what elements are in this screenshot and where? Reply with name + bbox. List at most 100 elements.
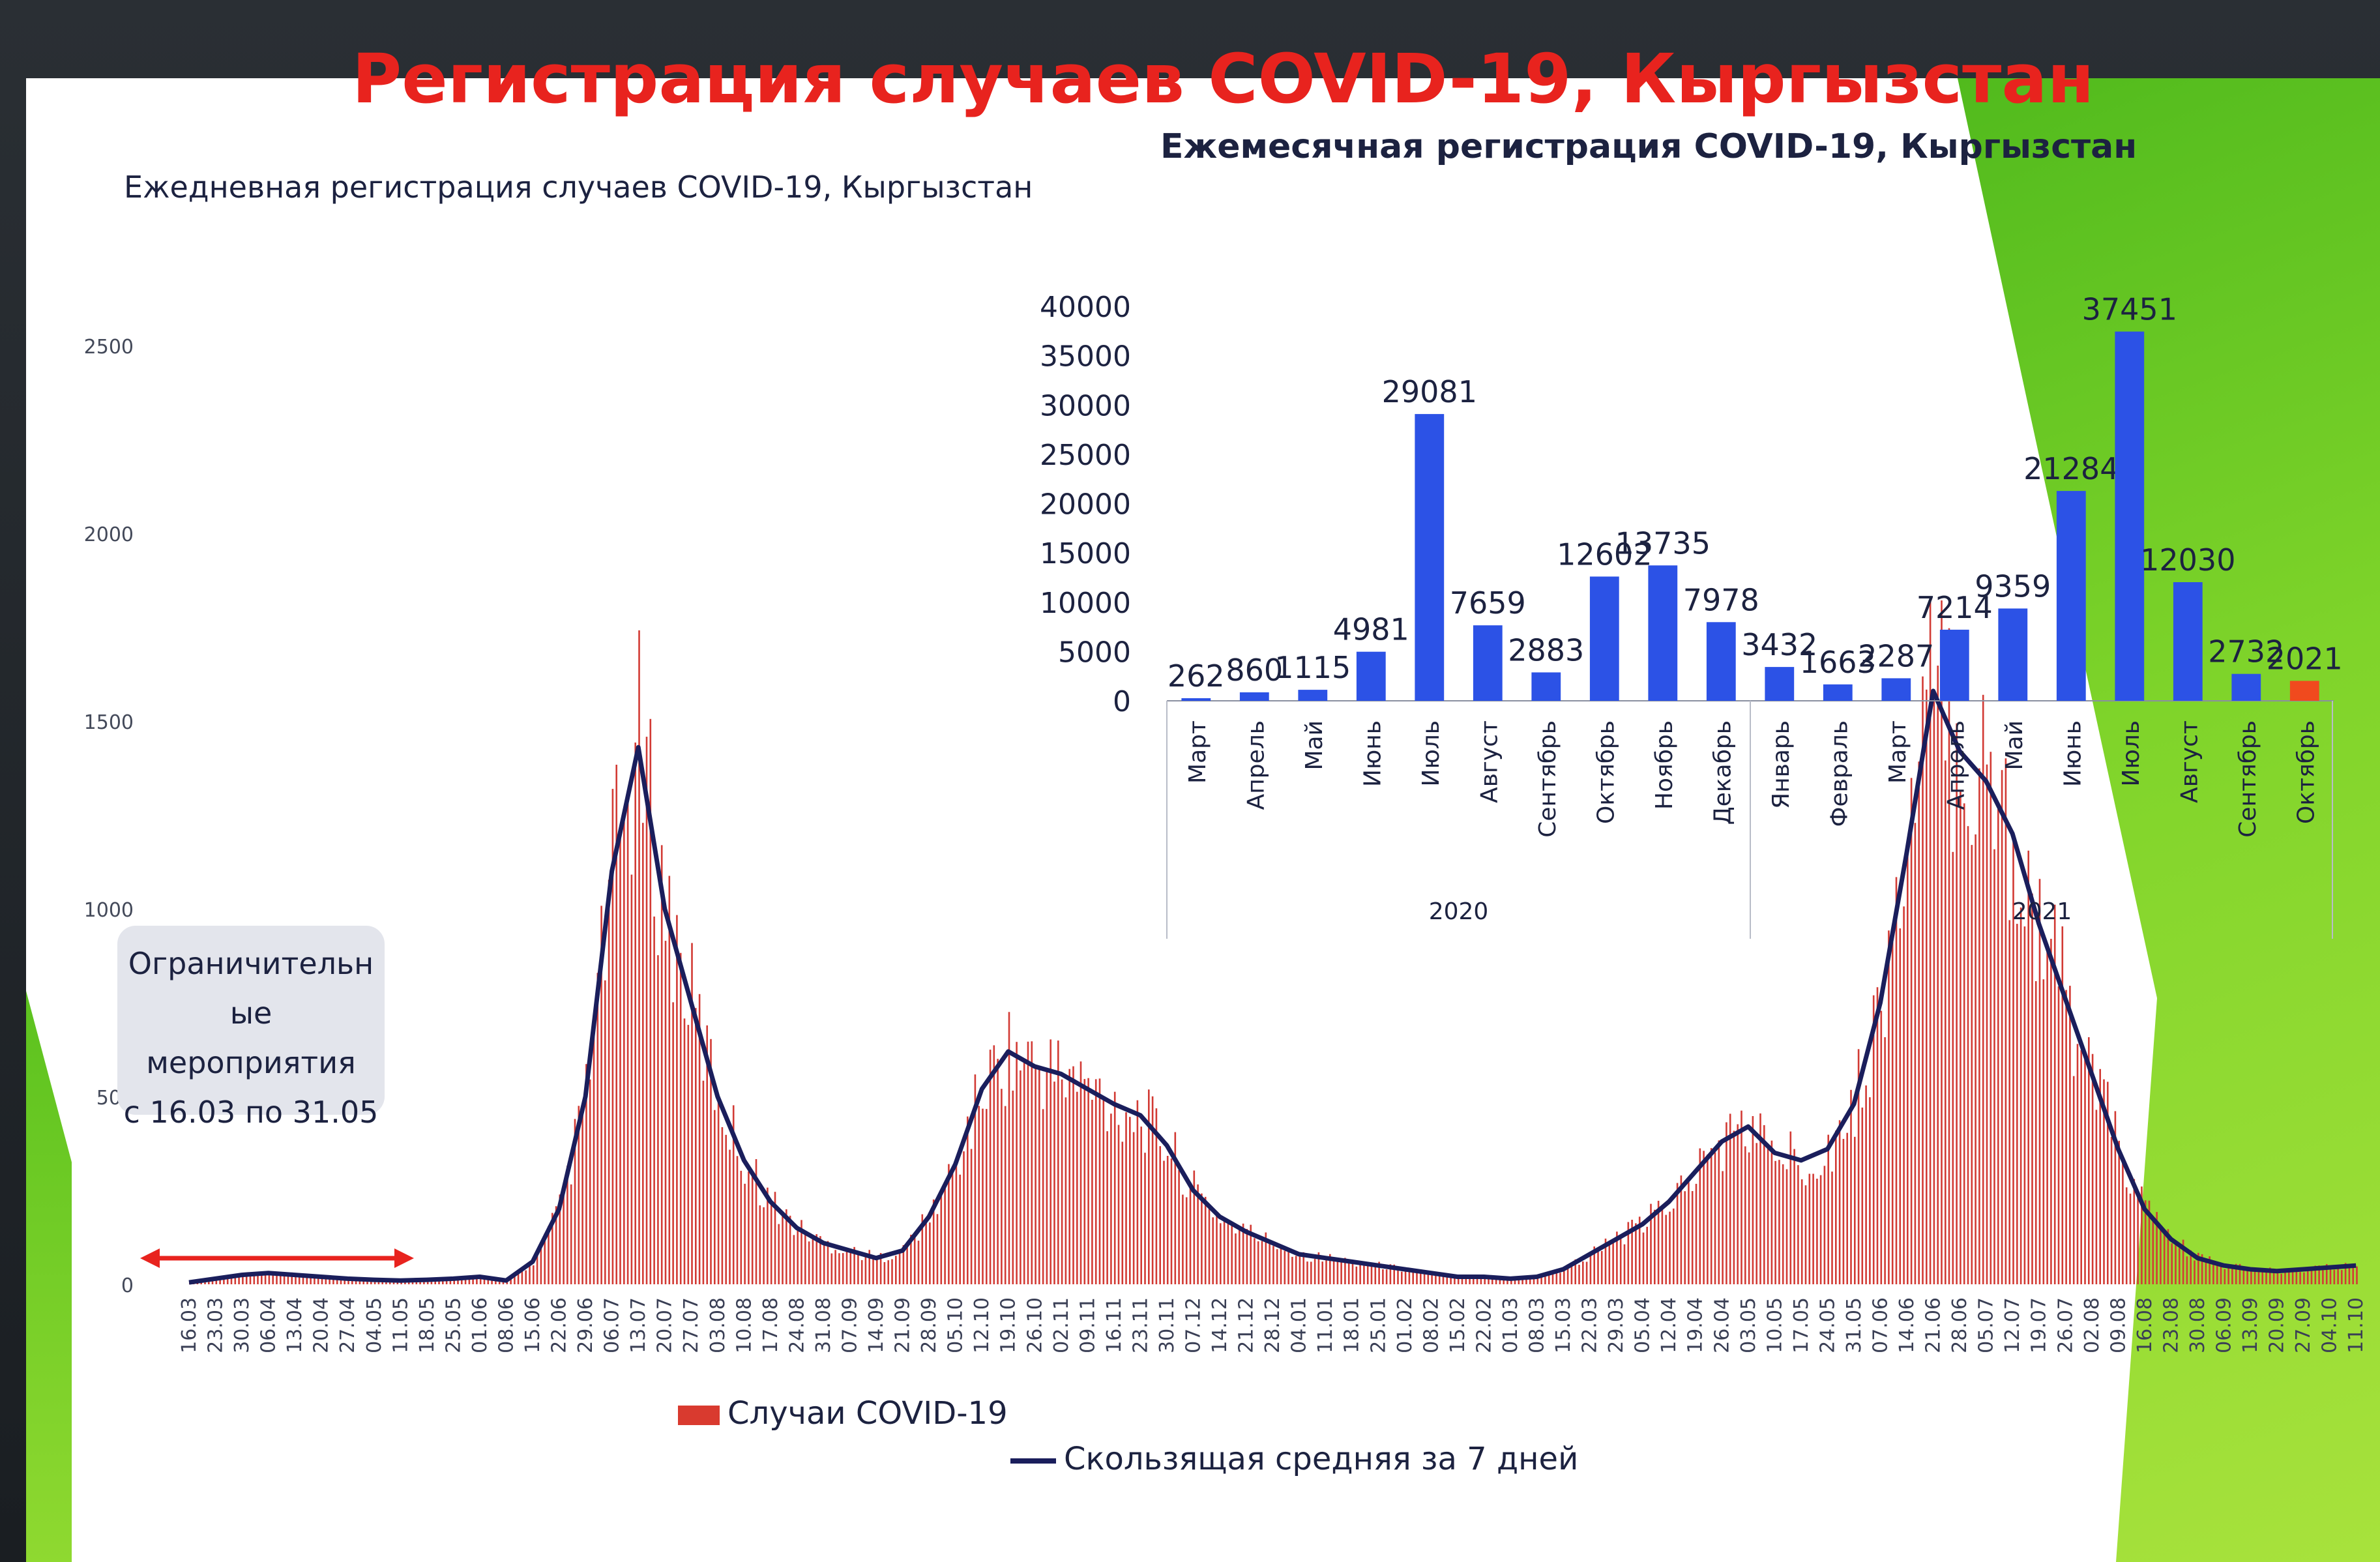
monthly-year-label: 2021 [2012, 898, 2072, 925]
daily-bar [1967, 826, 1969, 1284]
daily-bar [1665, 1215, 1667, 1284]
daily-bar [1570, 1265, 1573, 1284]
daily-bar [1551, 1271, 1554, 1284]
daily-bar [1008, 1012, 1010, 1284]
daily-bar [819, 1236, 821, 1284]
monthly-category-label: Июнь [2059, 720, 2086, 787]
daily-bar [525, 1270, 527, 1284]
daily-x-tick: 19.04 [1684, 1297, 1707, 1353]
daily-x-tick: 21.09 [892, 1297, 915, 1353]
daily-x-tick: 22.06 [548, 1297, 571, 1353]
monthly-value-label: 7659 [1450, 585, 1526, 621]
daily-bar [2220, 1265, 2222, 1284]
daily-bar [1182, 1194, 1184, 1284]
daily-bar [2171, 1243, 2173, 1284]
daily-bar [801, 1220, 802, 1284]
daily-bar [1132, 1132, 1135, 1284]
daily-bar [1306, 1261, 1308, 1284]
daily-bar [1744, 1146, 1746, 1284]
daily-bar [2095, 1110, 2098, 1284]
daily-bar [1457, 1276, 1460, 1284]
daily-x-tick: 07.12 [1183, 1297, 1205, 1353]
daily-bar [653, 916, 655, 1284]
daily-bar [487, 1279, 490, 1284]
daily-bar [1095, 1079, 1097, 1284]
daily-bar [638, 630, 640, 1284]
daily-bar [853, 1246, 855, 1284]
daily-bar [1688, 1182, 1690, 1284]
daily-x-tick: 06.04 [257, 1297, 280, 1353]
daily-bar [1993, 849, 1995, 1284]
daily-bar [1491, 1277, 1493, 1284]
daily-bar [823, 1243, 825, 1284]
daily-bar [1872, 995, 1875, 1284]
daily-bar [1332, 1260, 1335, 1284]
daily-bar [298, 1275, 301, 1284]
daily-bar [1148, 1089, 1150, 1284]
daily-bar [1401, 1271, 1403, 1284]
daily-bar [1770, 1140, 1773, 1284]
legend-cases-swatch [678, 1406, 720, 1425]
daily-bar [1166, 1156, 1169, 1284]
daily-bar [2231, 1268, 2233, 1284]
daily-y-tick: 2000 [84, 523, 134, 546]
daily-bar [1291, 1256, 1293, 1284]
daily-bar [774, 1192, 776, 1284]
restrictions-arrow-head-right [394, 1248, 414, 1268]
daily-bar [1631, 1220, 1633, 1284]
daily-bar [479, 1276, 482, 1284]
daily-bar [1585, 1261, 1588, 1284]
daily-x-tick: 01.02 [1394, 1297, 1417, 1353]
daily-bar [287, 1274, 289, 1284]
daily-bar [1091, 1100, 1093, 1284]
daily-bar [1374, 1263, 1377, 1284]
daily-bar [2072, 1076, 2075, 1284]
monthly-y-tick: 35000 [1040, 340, 1131, 374]
daily-bar [321, 1276, 323, 1284]
daily-bar [921, 1214, 924, 1284]
daily-x-tick: 29.03 [1605, 1297, 1628, 1353]
daily-bar [1710, 1148, 1712, 1284]
daily-bar [1020, 1070, 1021, 1284]
daily-bar [1986, 764, 1988, 1284]
daily-x-tick: 13.09 [2239, 1297, 2262, 1353]
daily-bar [804, 1232, 806, 1284]
daily-bar [2182, 1239, 2184, 1284]
daily-bar [566, 1166, 568, 1284]
daily-bar [2310, 1268, 2313, 1284]
daily-bar [1284, 1250, 1286, 1284]
daily-bar [1661, 1207, 1664, 1284]
daily-x-tick: 19.07 [2028, 1297, 2051, 1353]
daily-bar [608, 879, 610, 1284]
daily-bar [959, 1174, 961, 1284]
daily-bar [1174, 1132, 1177, 1284]
daily-bar [1990, 752, 1992, 1284]
daily-bar [491, 1278, 493, 1284]
daily-bar [849, 1252, 852, 1284]
daily-bar [268, 1273, 271, 1284]
monthly-category-label: Январь [1768, 720, 1795, 809]
daily-bar [2027, 850, 2029, 1284]
daily-bar [763, 1207, 765, 1284]
monthly-value-label: 4981 [1333, 612, 1409, 647]
daily-x-tick: 10.05 [1763, 1297, 1786, 1353]
monthly-bar [1181, 698, 1211, 701]
daily-bar [672, 1002, 674, 1284]
daily-bar [2152, 1219, 2154, 1284]
daily-bars [189, 600, 2358, 1284]
daily-bar [2042, 979, 2045, 1284]
monthly-value-label: 2883 [1508, 632, 1584, 668]
daily-bar [442, 1278, 444, 1284]
daily-bar [906, 1247, 908, 1284]
daily-bar [2197, 1252, 2199, 1284]
daily-x-tick: 04.05 [363, 1297, 386, 1353]
daily-bar [1023, 1059, 1025, 1284]
daily-x-tick: 06.07 [601, 1297, 624, 1353]
daily-bar [1344, 1258, 1346, 1284]
daily-y-tick: 1500 [84, 711, 134, 734]
daily-bar [544, 1233, 546, 1284]
daily-bar [1922, 676, 1924, 1284]
daily-bar [1465, 1276, 1467, 1284]
monthly-bar [1589, 576, 1619, 701]
daily-bar [302, 1273, 304, 1284]
